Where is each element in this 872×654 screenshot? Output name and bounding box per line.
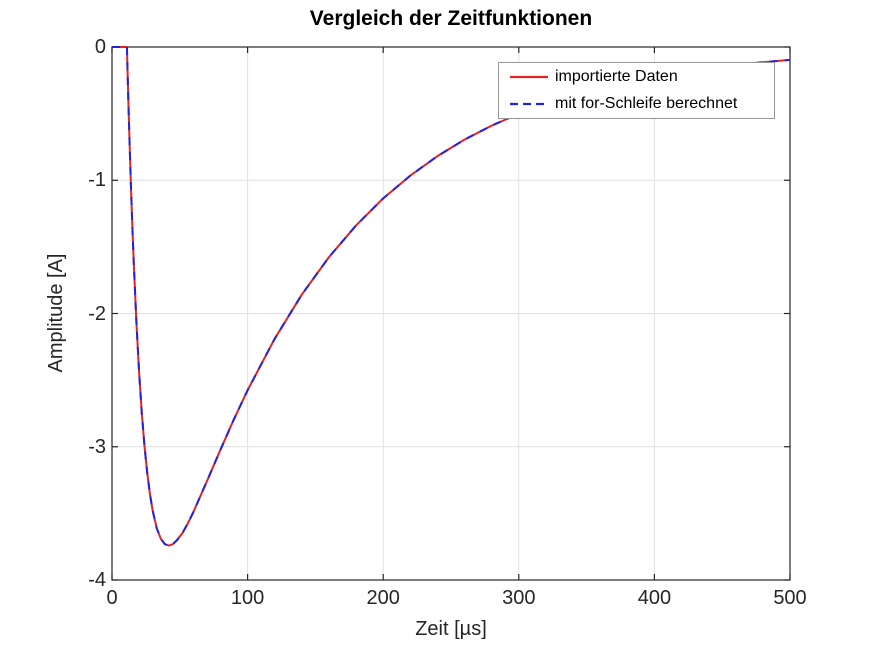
series-line-1	[112, 46, 791, 547]
legend-item-imported: importierte Daten	[499, 64, 774, 90]
y-tick-label: -3	[88, 435, 106, 458]
x-axis-label: Zeit [µs]	[415, 618, 487, 640]
y-tick-label: -2	[88, 302, 106, 325]
legend-box: importierte Daten mit for-Schleife berec…	[498, 62, 775, 119]
dashed-line-icon	[510, 102, 548, 106]
solid-line-icon	[510, 75, 548, 79]
x-tick-label: 200	[366, 587, 400, 609]
x-tick-label: 0	[106, 587, 118, 609]
y-tick-label: -4	[88, 569, 106, 591]
legend-label-forloop: mit for-Schleife berechnet	[555, 95, 738, 112]
y-tick-label: 0	[94, 36, 106, 58]
y-tick-label: -1	[88, 169, 106, 192]
legend-item-forloop: mit for-Schleife berechnet	[499, 91, 774, 117]
x-tick-label: 100	[230, 587, 265, 609]
legend-label-imported: importierte Daten	[555, 68, 678, 85]
x-tick-label: 300	[502, 587, 536, 609]
chart-title: Vergleich der Zeitfunktionen	[309, 7, 593, 30]
x-tick-label: 400	[637, 587, 672, 609]
x-tick-label: 500	[773, 587, 807, 609]
series-line-0	[112, 46, 791, 547]
